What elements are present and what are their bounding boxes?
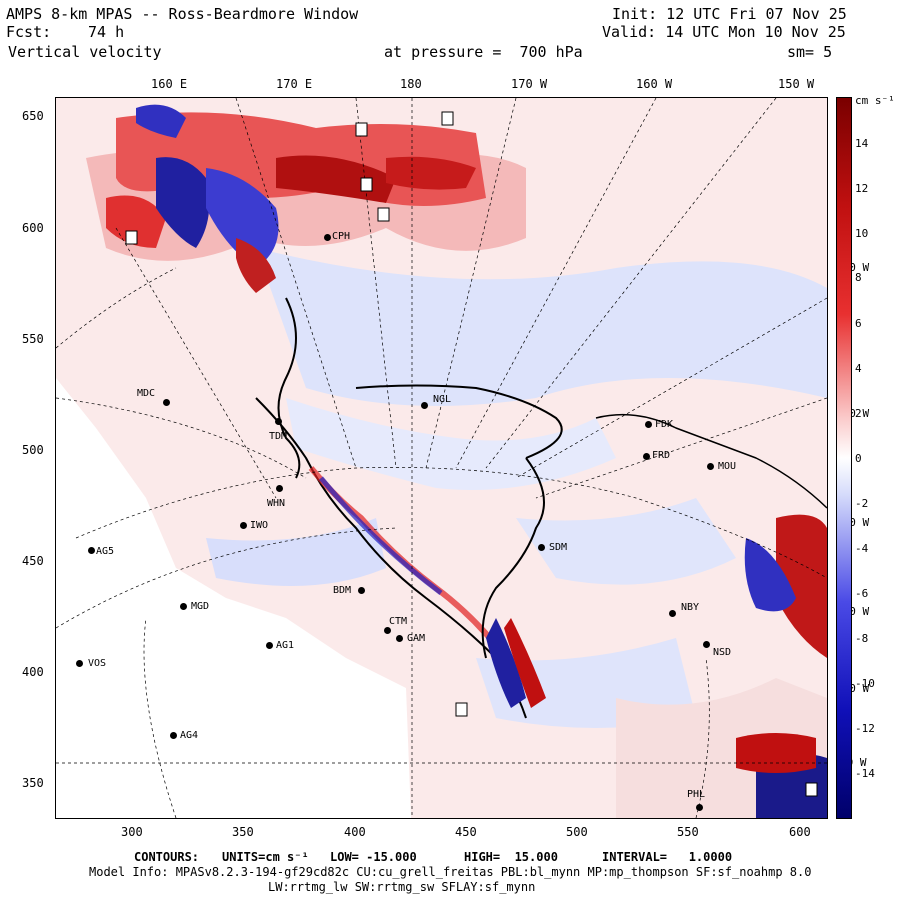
station-marker[interactable] — [703, 641, 710, 648]
y-tick-label: 500 — [22, 443, 44, 457]
lon-label-top: 170 W — [511, 77, 548, 91]
colorbar-units: cm s⁻¹ — [855, 94, 895, 107]
station-marker[interactable] — [669, 610, 676, 617]
y-tick-label: 400 — [22, 665, 44, 679]
contour-high: HIGH= 15.000 — [464, 850, 558, 864]
station-label: MOU — [718, 461, 737, 472]
station-label: WHN — [267, 498, 286, 509]
station-label: NSD — [713, 647, 732, 658]
y-tick-label: 350 — [22, 776, 44, 790]
station-marker[interactable] — [88, 547, 95, 554]
station-label: MDC — [137, 388, 156, 399]
vertical-velocity-field — [56, 98, 827, 818]
colorbar-tick: -2 — [855, 497, 869, 510]
y-tick-label: 450 — [22, 554, 44, 568]
map-plot-area[interactable]: MDC TDM NGL FDK FRD MOU WHN IWO AG5 SDM … — [55, 97, 828, 819]
station-marker[interactable] — [696, 804, 703, 811]
contour-interval: INTERVAL= 1.0000 — [602, 850, 733, 864]
station-label: NGL — [433, 394, 452, 405]
station-label: IWO — [250, 520, 269, 531]
colorbar-tick: 10 — [855, 227, 869, 240]
station-label: AG4 — [180, 730, 199, 741]
station-label: NBY — [681, 602, 700, 613]
station-marker[interactable] — [170, 732, 177, 739]
station-label: GAM — [407, 633, 426, 644]
colorbar — [836, 97, 852, 819]
model-info-physics: LW:rrtmg_lw SW:rrtmg_sw SFLAY:sf_mynn — [268, 880, 536, 894]
colorbar-tick: 0 — [855, 452, 862, 465]
colorbar-tick: -14 — [855, 767, 875, 780]
station-marker[interactable] — [645, 421, 652, 428]
x-tick-label: 300 — [121, 825, 143, 839]
init-time: Init: 12 UTC Fri 07 Nov 25 — [612, 5, 847, 23]
colorbar-tick: 12 — [855, 182, 869, 195]
station-marker[interactable] — [538, 544, 545, 551]
station-label: CPH — [332, 231, 351, 242]
station-label: VOS — [88, 658, 107, 669]
colorbar-tick: -8 — [855, 632, 869, 645]
station-label: BDM — [333, 585, 352, 596]
station-marker[interactable] — [240, 522, 247, 529]
valid-time: Valid: 14 UTC Mon 10 Nov 25 — [602, 23, 846, 41]
station-marker[interactable] — [276, 485, 283, 492]
pressure-level: at pressure = 700 hPa — [384, 43, 583, 61]
colorbar-tick: 14 — [855, 137, 869, 150]
station-label: SDM — [549, 542, 568, 553]
station-marker[interactable] — [707, 463, 714, 470]
y-tick-label: 600 — [22, 221, 44, 235]
model-info: Model Info: MPASv8.2.3-194-gf29cd82c CU:… — [89, 865, 812, 879]
colorbar-tick: -4 — [855, 542, 869, 555]
station-marker[interactable] — [358, 587, 365, 594]
x-tick-label: 400 — [344, 825, 366, 839]
station-marker[interactable] — [180, 603, 187, 610]
forecast-hour: 74 h — [88, 23, 125, 41]
field-name: Vertical velocity — [8, 43, 162, 61]
lon-label-top: 160 E — [151, 77, 188, 91]
lon-label-top: 170 E — [276, 77, 313, 91]
station-label: MGD — [191, 601, 210, 612]
station-marker[interactable] — [384, 627, 391, 634]
y-tick-label: 550 — [22, 332, 44, 346]
x-tick-label: 500 — [566, 825, 588, 839]
station-label: AG5 — [96, 546, 115, 557]
colorbar-tick: -10 — [855, 677, 875, 690]
y-tick-label: 650 — [22, 109, 44, 123]
station-label: AG1 — [276, 640, 295, 651]
station-label: TDM — [269, 431, 288, 442]
smoothing: sm= 5 — [787, 43, 833, 61]
station-label: PHL — [687, 789, 706, 800]
station-label: CTM — [389, 616, 408, 627]
x-tick-label: 550 — [677, 825, 699, 839]
colorbar-tick: 2 — [855, 407, 862, 420]
lon-label-top: 160 W — [636, 77, 673, 91]
station-marker[interactable] — [324, 234, 331, 241]
colorbar-tick: -6 — [855, 587, 869, 600]
colorbar-tick: 4 — [855, 362, 862, 375]
station-label: FRD — [652, 450, 671, 461]
map-title: AMPS 8-km MPAS -- Ross-Beardmore Window — [6, 5, 359, 23]
lon-label-top: 180 — [400, 77, 422, 91]
station-marker[interactable] — [421, 402, 428, 409]
x-tick-label: 450 — [455, 825, 477, 839]
station-label: FDK — [655, 419, 674, 430]
colorbar-tick: 6 — [855, 317, 862, 330]
station-marker[interactable] — [396, 635, 403, 642]
contour-label-boxes — [125, 111, 818, 797]
station-marker[interactable] — [163, 399, 170, 406]
station-marker[interactable] — [266, 642, 273, 649]
contours-label: CONTOURS: — [134, 850, 200, 864]
contour-low: LOW= -15.000 — [330, 850, 417, 864]
colorbar-tick: -12 — [855, 722, 875, 735]
x-tick-label: 600 — [789, 825, 811, 839]
station-marker[interactable] — [275, 418, 282, 425]
contour-units: UNITS=cm s⁻¹ — [222, 850, 309, 864]
colorbar-tick: 8 — [855, 271, 862, 284]
x-tick-label: 350 — [232, 825, 254, 839]
station-marker[interactable] — [76, 660, 83, 667]
lon-label-top: 150 W — [778, 77, 815, 91]
forecast-label: Fcst: — [6, 23, 52, 41]
station-marker[interactable] — [643, 453, 650, 460]
